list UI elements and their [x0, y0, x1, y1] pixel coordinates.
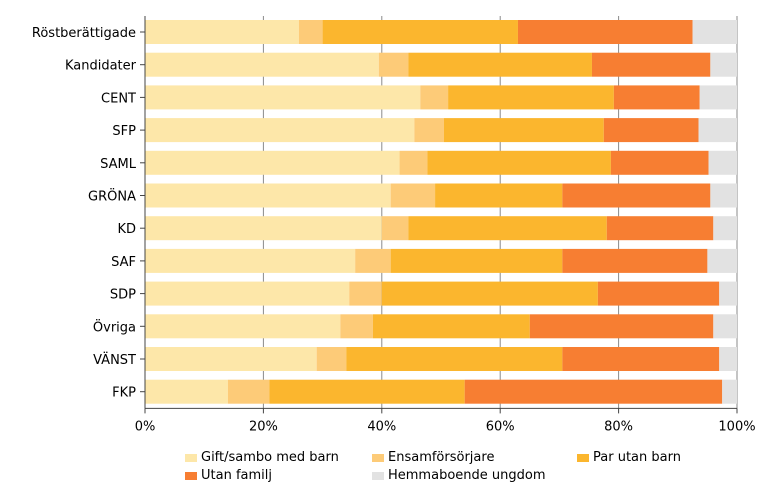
bar-segment	[562, 248, 708, 273]
bar-segment	[322, 20, 518, 44]
bar-segment	[710, 52, 737, 77]
bar-segment	[722, 379, 737, 404]
legend-label: Utan familj	[201, 468, 272, 483]
x-axis: 0% 20% 40% 60% 80% 100%	[135, 16, 756, 434]
bar-segment	[269, 379, 465, 404]
bar-segment	[613, 85, 700, 110]
legend-label: Gift/sambo med barn	[201, 450, 339, 465]
bar-segment	[708, 150, 737, 175]
bar-segment	[435, 183, 563, 208]
x-tick-label: 100%	[718, 419, 755, 434]
bar-segment	[145, 183, 391, 208]
legend-label: Hemmaboende ungdom	[388, 468, 546, 483]
category-label: Röstberättigade	[32, 26, 136, 41]
bar-segment	[145, 216, 382, 241]
x-tick-label: 20%	[249, 419, 278, 434]
bar-segment	[316, 347, 347, 371]
legend-swatch	[185, 453, 197, 462]
bar-segment	[529, 314, 714, 339]
legend-item: Hemmaboende ungdom	[372, 468, 546, 483]
bar-segment	[340, 314, 373, 339]
bar-segment	[355, 248, 391, 273]
bar-segment	[464, 379, 723, 404]
bar-segment	[381, 216, 409, 241]
bar-segment	[610, 150, 709, 175]
bar-segment	[145, 85, 421, 110]
x-tick-label: 60%	[486, 419, 515, 434]
legend-item: Gift/sambo med barn	[185, 450, 339, 465]
legend-swatch	[185, 471, 197, 480]
bar-segment	[414, 118, 444, 143]
bar-segment	[562, 347, 720, 371]
bar-segment	[699, 85, 737, 110]
bar-segment	[719, 347, 737, 371]
bar-segment	[390, 183, 436, 208]
stacked-bar-chart: Röstberättigade Kandidater CENT SFP SAML GRÖN…	[32, 16, 756, 434]
bar-segment	[707, 248, 737, 273]
category-labels: Röstberättigade Kandidater CENT SFP SAML GRÖN…	[32, 26, 145, 401]
x-tick-label: 40%	[367, 419, 396, 434]
bar-segment	[145, 118, 415, 143]
category-label: SFP	[112, 124, 136, 139]
bar-segment	[603, 118, 699, 143]
bar-segment	[145, 20, 299, 44]
legend-swatch	[372, 471, 384, 480]
bar-segment	[145, 379, 228, 404]
bar-segment	[399, 150, 428, 175]
bar-segment	[698, 118, 737, 143]
bar-segment	[591, 52, 711, 77]
category-label: Kandidater	[65, 59, 137, 74]
bar-segment	[692, 20, 737, 44]
grid-lines	[262, 16, 738, 409]
bar-segment	[448, 85, 614, 110]
x-tick-label: 80%	[604, 419, 633, 434]
category-label: SAML	[100, 157, 137, 172]
bar-segment	[408, 216, 607, 241]
bars	[145, 20, 737, 404]
bar-segment	[381, 281, 598, 306]
bar-segment	[378, 52, 409, 77]
legend-label: Par utan barn	[593, 450, 681, 465]
bar-segment	[597, 281, 720, 306]
bar-segment	[145, 347, 317, 371]
bar-segment	[420, 85, 449, 110]
category-label: VÄNST	[93, 352, 136, 368]
bar-segment	[349, 281, 382, 306]
bar-segment	[562, 183, 711, 208]
bar-segment	[390, 248, 563, 273]
bar-segment	[372, 314, 530, 339]
bar-segment	[298, 20, 323, 44]
x-tick-label: 0%	[135, 419, 156, 434]
bar-segment	[227, 379, 270, 404]
legend-item: Par utan barn	[577, 450, 681, 465]
bar-segment	[408, 52, 592, 77]
legend-item: Utan familj	[185, 468, 272, 483]
category-label: KD	[117, 222, 136, 237]
bar-segment	[346, 347, 563, 371]
category-label: SAF	[111, 255, 136, 270]
bar-segment	[713, 216, 737, 241]
bar-segment	[145, 281, 350, 306]
bar-segment	[145, 52, 379, 77]
category-label: CENT	[101, 91, 136, 106]
bar-segment	[145, 314, 341, 339]
bar-segment	[427, 150, 611, 175]
bar-segment	[713, 314, 737, 339]
bar-segment	[710, 183, 737, 208]
category-label: SDP	[110, 288, 136, 303]
legend-label: Ensamförsörjare	[388, 450, 495, 465]
legend-item: Ensamförsörjare	[372, 450, 494, 465]
bar-segment	[145, 248, 356, 273]
category-label: FKP	[112, 386, 136, 401]
legend-swatch	[372, 453, 384, 462]
bar-segment	[443, 118, 604, 143]
bar-segment	[145, 150, 400, 175]
legend-swatch	[577, 453, 589, 462]
category-label: GRÖNA	[88, 188, 136, 205]
bar-segment	[517, 20, 693, 44]
bar-segment	[606, 216, 714, 241]
bar-segment	[719, 281, 737, 306]
category-label: Övriga	[93, 318, 136, 335]
